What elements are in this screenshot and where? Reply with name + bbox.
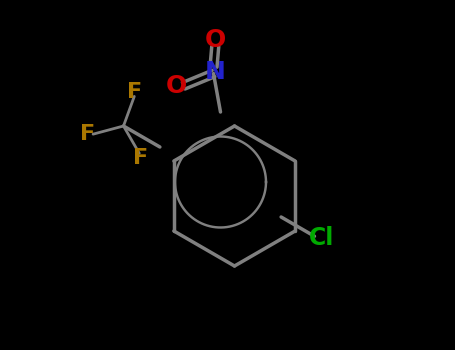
Text: Cl: Cl [309,226,334,250]
Text: F: F [80,124,96,144]
Text: F: F [126,82,142,102]
Text: N: N [205,60,226,84]
Text: O: O [205,28,226,52]
Text: F: F [133,148,149,168]
Text: O: O [166,74,187,98]
